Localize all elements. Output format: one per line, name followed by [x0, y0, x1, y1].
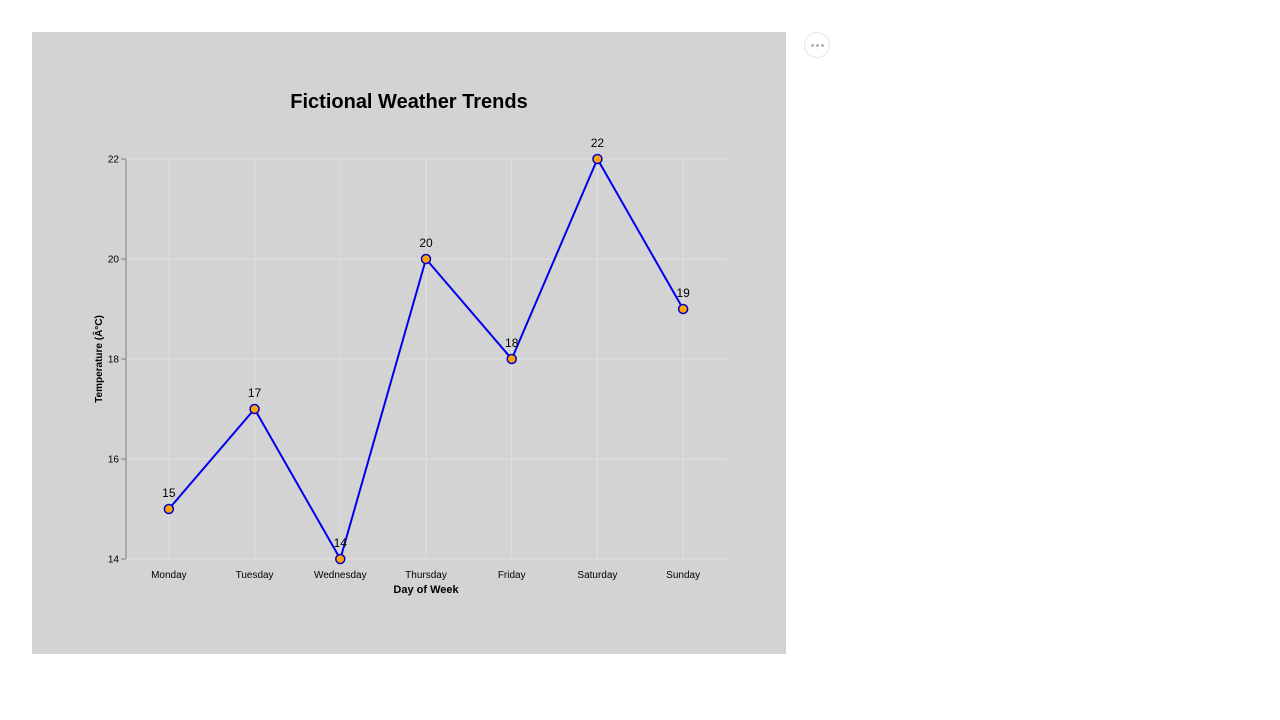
data-point[interactable]: [249, 403, 260, 415]
axes: 14 16 18 20 22 Monday Tuesday Wednesday Thursday…: [108, 155, 700, 582]
y-tick-label: 22: [108, 155, 120, 166]
ellipsis-icon: [810, 43, 814, 47]
data-label: 20: [419, 236, 433, 250]
data-label: 14: [334, 536, 348, 550]
line-chart: Fictional Weather Trends 14 16 18 20 22 Monda…: [92, 91, 726, 596]
y-tick-label: 14: [108, 555, 120, 566]
data-label: 22: [591, 136, 605, 150]
x-tick-label: Wednesday: [314, 570, 367, 581]
more-options-button[interactable]: [804, 32, 830, 58]
series: 15 17 14 20 18 22 19: [162, 136, 690, 565]
y-tick-label: 20: [108, 255, 120, 266]
y-tick-label: 16: [108, 455, 120, 466]
data-point[interactable]: [677, 303, 689, 315]
x-tick-label: Tuesday: [236, 570, 274, 581]
chart-panel: Fictional Weather Trends 14 16 18 20 22 Monda…: [32, 32, 786, 654]
data-point[interactable]: [592, 153, 603, 165]
data-label: 18: [505, 336, 519, 350]
x-axis-label: Day of Week: [393, 584, 459, 596]
data-point[interactable]: [420, 253, 432, 265]
data-label: 19: [676, 286, 690, 300]
ellipsis-icon-dot: [820, 43, 824, 47]
y-tick-label: 18: [108, 355, 120, 366]
data-label: 17: [248, 386, 262, 400]
data-label: 15: [162, 486, 176, 500]
x-tick-label: Monday: [151, 570, 187, 581]
data-point[interactable]: [163, 503, 175, 515]
data-point[interactable]: [335, 553, 346, 565]
chart-title: Fictional Weather Trends: [290, 91, 527, 113]
x-tick-label: Friday: [498, 570, 526, 581]
ellipsis-icon-dot: [815, 43, 819, 47]
grid: [126, 158, 726, 560]
x-tick-label: Thursday: [405, 570, 447, 581]
data-point[interactable]: [506, 353, 517, 365]
x-tick-label: Saturday: [577, 570, 617, 581]
y-axis-label: Temperature (Â°C): [92, 315, 105, 403]
x-tick-label: Sunday: [666, 570, 700, 581]
